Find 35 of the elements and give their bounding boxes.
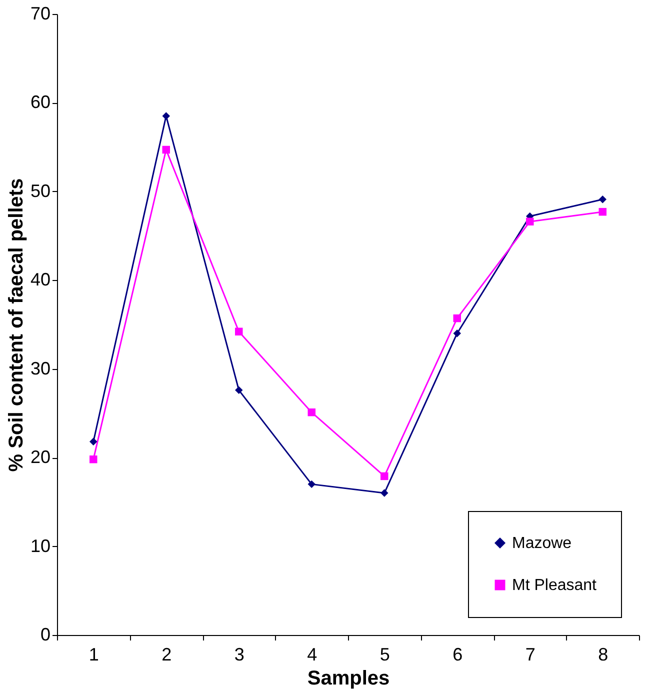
point <box>90 455 98 464</box>
point <box>526 218 534 226</box>
point <box>308 480 316 488</box>
point <box>598 208 606 216</box>
y-tick-label: 70 <box>30 4 50 24</box>
y-tick-label: 40 <box>30 270 50 290</box>
point <box>308 408 316 416</box>
point <box>380 472 388 480</box>
point <box>162 112 170 120</box>
x-tick-label: 2 <box>162 644 172 664</box>
point <box>598 196 606 204</box>
y-tick-label: 30 <box>30 358 50 378</box>
x-tick-label: 5 <box>380 644 390 664</box>
y-tick-label: 50 <box>30 180 50 201</box>
x-tick-label: 7 <box>525 644 536 664</box>
y-axis-title: % Soil content of faecal pellets <box>5 178 28 472</box>
point <box>235 328 243 336</box>
point <box>453 330 461 338</box>
point <box>453 314 461 322</box>
y-tick-label: 10 <box>30 536 50 556</box>
point <box>90 438 98 446</box>
x-tick-label: 6 <box>452 644 463 664</box>
y-tick-label: 0 <box>40 624 50 644</box>
x-tick-label: 4 <box>307 644 318 664</box>
point <box>380 489 388 497</box>
y-tick-label: 20 <box>30 447 50 468</box>
point <box>162 146 170 154</box>
y-tick-label: 60 <box>30 92 50 112</box>
x-tick-label: 1 <box>88 644 99 664</box>
legend-label: Mt Pleasant <box>512 577 598 594</box>
x-axis-title: Samples <box>307 668 390 690</box>
legend-label: Mazowe <box>512 535 572 552</box>
x-tick-label: 8 <box>598 644 608 664</box>
x-tick-label: 3 <box>234 644 244 664</box>
point <box>235 386 243 394</box>
